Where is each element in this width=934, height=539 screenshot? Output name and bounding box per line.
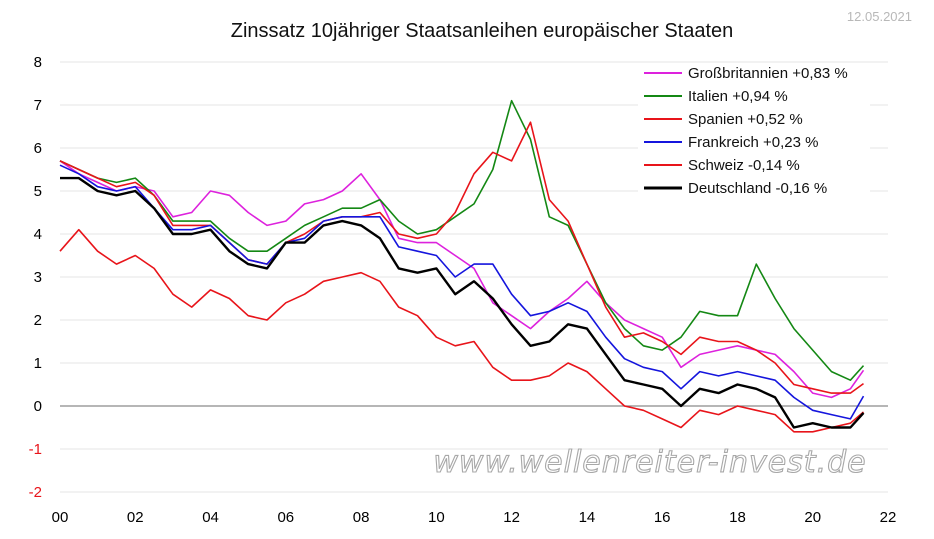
series-line — [59, 99, 865, 381]
y-tick-label: 6 — [34, 140, 42, 157]
y-tick-label: 3 — [34, 269, 42, 286]
series-line — [59, 121, 864, 394]
legend-label: Deutschland -0,16 % — [688, 180, 827, 197]
x-tick-label: 06 — [277, 509, 294, 526]
chart-title: Zinssatz 10jähriger Staatsanleihen europ… — [231, 20, 734, 42]
y-tick-label: -1 — [29, 441, 42, 458]
y-tick-label: 0 — [34, 398, 42, 415]
x-tick-label: 18 — [729, 509, 746, 526]
date-label: 12.05.2021 — [847, 9, 912, 24]
y-tick-label: 7 — [34, 97, 42, 114]
legend-label: Spanien +0,52 % — [688, 111, 803, 128]
x-tick-label: 08 — [353, 509, 370, 526]
x-axis-ticks: 00 02 04 06 08 10 12 14 16 18 20 22 — [52, 509, 897, 526]
y-tick-label: -2 — [29, 484, 42, 501]
grid — [60, 61, 888, 493]
series-line — [59, 228, 865, 433]
y-tick-label: 1 — [34, 355, 42, 372]
x-tick-label: 00 — [52, 509, 69, 526]
x-tick-label: 10 — [428, 509, 445, 526]
legend-label: Italien +0,94 % — [688, 88, 788, 105]
x-tick-label: 12 — [503, 509, 520, 526]
series-lines — [59, 99, 865, 433]
y-tick-label: 5 — [34, 183, 42, 200]
y-tick-label: 8 — [34, 54, 42, 71]
legend-label: Frankreich +0,23 % — [688, 134, 818, 151]
legend-label: Schweiz -0,14 % — [688, 157, 800, 174]
x-tick-label: 22 — [880, 509, 897, 526]
y-tick-label: 2 — [34, 312, 42, 329]
series-line — [59, 164, 865, 420]
legend-label: Großbritannien +0,83 % — [688, 65, 848, 82]
series-line — [60, 176, 865, 429]
legend: Großbritannien +0,83 % Italien +0,94 % Spa… — [638, 63, 870, 208]
x-tick-label: 14 — [579, 509, 596, 526]
x-tick-label: 20 — [804, 509, 821, 526]
series-line — [59, 160, 865, 399]
x-tick-label: 04 — [202, 509, 219, 526]
y-axis-ticks: 8 7 6 5 4 3 2 1 0 -1 -2 — [29, 54, 42, 501]
legend-background — [638, 63, 870, 208]
x-tick-label: 16 — [654, 509, 671, 526]
x-tick-label: 02 — [127, 509, 144, 526]
watermark: www.wellenreiter-invest.de — [433, 445, 866, 480]
y-tick-label: 4 — [34, 226, 42, 243]
